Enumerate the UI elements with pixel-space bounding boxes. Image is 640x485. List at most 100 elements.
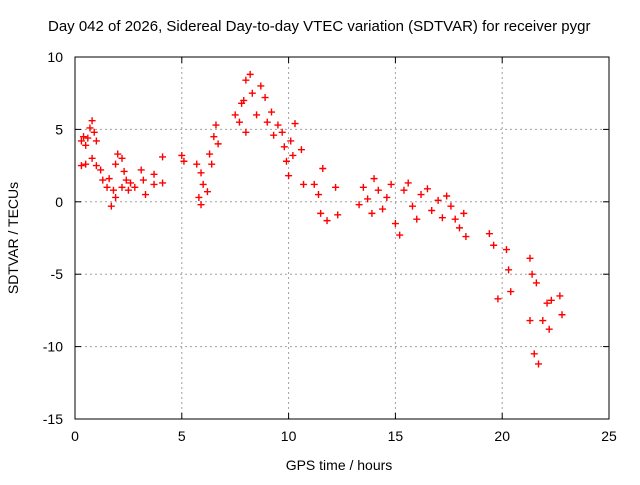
data-points — [77, 70, 566, 368]
data-point — [242, 128, 250, 136]
data-point — [208, 160, 216, 168]
data-point — [502, 246, 510, 254]
data-point — [199, 180, 207, 188]
data-point — [438, 214, 446, 222]
x-tick-label: 25 — [601, 428, 617, 444]
x-tick-label: 20 — [494, 428, 510, 444]
grid — [75, 57, 609, 419]
data-point — [408, 202, 416, 210]
data-point — [364, 195, 372, 203]
y-tick-label: 5 — [55, 121, 63, 137]
data-point — [315, 191, 323, 199]
data-point — [112, 160, 120, 168]
data-point — [443, 192, 451, 200]
x-axis-label: GPS time / hours — [286, 457, 393, 473]
data-point — [238, 99, 246, 107]
data-point — [242, 76, 250, 84]
data-point — [214, 140, 222, 148]
data-point — [391, 220, 399, 228]
data-point — [300, 180, 308, 188]
data-point — [494, 295, 502, 303]
data-point — [268, 108, 276, 116]
data-point — [355, 201, 363, 209]
data-point — [122, 176, 130, 184]
data-point — [528, 270, 536, 278]
data-point — [193, 160, 201, 168]
data-point — [212, 121, 220, 129]
data-point — [127, 179, 135, 187]
data-point — [84, 134, 92, 142]
x-tick-label: 15 — [388, 428, 404, 444]
data-point — [332, 183, 340, 191]
data-point — [131, 183, 139, 191]
plot-frame — [74, 56, 610, 420]
data-point — [460, 209, 468, 217]
data-point — [289, 151, 297, 159]
data-point — [150, 170, 158, 178]
data-point — [462, 233, 470, 241]
data-point — [379, 205, 387, 213]
data-point — [203, 188, 211, 196]
data-point — [396, 231, 404, 239]
data-point — [368, 209, 376, 217]
data-point — [485, 230, 493, 238]
data-point — [197, 201, 205, 209]
tick-labels: 0 5 10 15 20 25 10 5 0 -5 -10 -15 — [43, 49, 617, 444]
data-point — [558, 311, 566, 319]
data-point — [413, 215, 421, 223]
data-point — [139, 176, 147, 184]
data-point — [118, 154, 126, 162]
data-point — [120, 167, 128, 175]
y-tick-label: 10 — [47, 49, 63, 65]
data-point — [92, 137, 100, 145]
plot-border — [74, 56, 610, 420]
data-point — [82, 160, 90, 168]
data-point — [319, 164, 327, 172]
data-point — [526, 317, 534, 325]
data-point — [109, 186, 117, 194]
data-point — [261, 94, 269, 102]
data-point — [543, 299, 551, 307]
data-point — [137, 166, 145, 174]
data-point — [507, 288, 515, 296]
data-point — [159, 153, 167, 161]
data-point — [248, 89, 256, 97]
data-point — [547, 296, 555, 304]
data-point — [118, 183, 126, 191]
data-point — [297, 146, 305, 154]
data-point — [159, 179, 167, 187]
data-point — [280, 143, 288, 151]
data-point — [80, 133, 88, 141]
data-point — [180, 157, 188, 165]
data-point — [447, 202, 455, 210]
y-axis-label: SDTVAR / TECUs — [5, 182, 21, 294]
data-point — [278, 128, 286, 136]
y-tick-label: -15 — [43, 411, 63, 427]
data-point — [282, 157, 290, 165]
y-tick-label: -10 — [43, 339, 63, 355]
data-point — [246, 70, 254, 78]
data-point — [556, 292, 564, 300]
data-point — [423, 185, 431, 193]
data-point — [310, 180, 318, 188]
y-tick-label: 0 — [55, 194, 63, 210]
data-point — [370, 175, 378, 183]
x-tick-label: 0 — [71, 428, 79, 444]
data-point — [387, 180, 395, 188]
data-point — [434, 196, 442, 204]
data-point — [90, 128, 98, 136]
data-point — [77, 137, 85, 145]
data-point — [526, 254, 534, 262]
data-point — [535, 360, 543, 368]
data-point — [530, 350, 538, 358]
data-point — [210, 133, 218, 141]
data-point — [124, 186, 132, 194]
data-point — [257, 82, 265, 90]
data-point — [178, 151, 186, 159]
data-point — [404, 179, 412, 187]
data-point — [274, 121, 282, 129]
data-point — [539, 317, 547, 325]
data-point — [92, 162, 100, 170]
data-point — [97, 166, 105, 174]
